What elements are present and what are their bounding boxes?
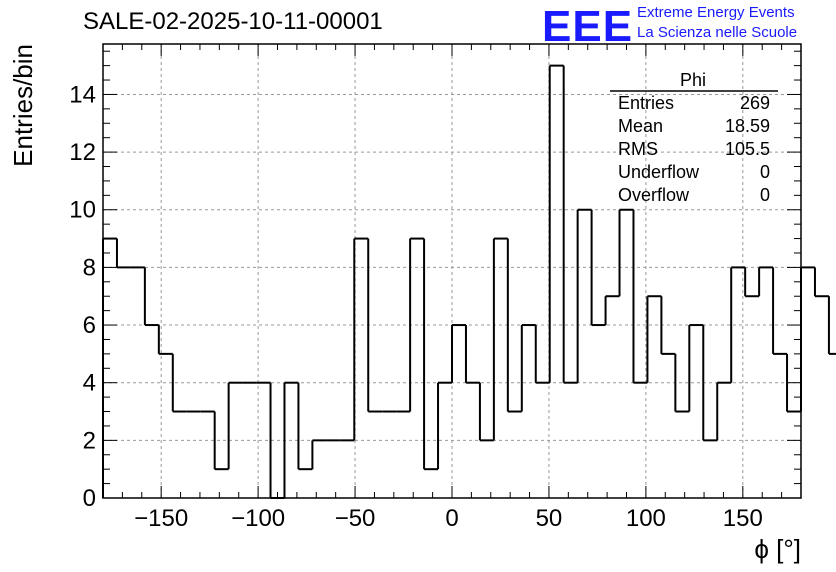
y-tick-label: 12 (69, 139, 96, 166)
stats-value-entries: 269 (739, 93, 770, 113)
x-axis-label: ϕ [°] (754, 534, 801, 564)
x-tick-label: −100 (231, 505, 285, 532)
y-tick-label: 6 (83, 312, 96, 339)
x-tick-label: −150 (134, 505, 188, 532)
stats-label-entries: Entries (618, 93, 675, 113)
y-tick-label: 10 (69, 197, 96, 224)
stats-label-overflow: Overflow (618, 185, 690, 205)
stats-value-rms: 105.5 (724, 139, 770, 159)
y-tick-label: 8 (83, 254, 96, 281)
stats-value-overflow: 0 (759, 185, 770, 205)
x-tick-label: 100 (626, 505, 666, 532)
x-tick-label: −50 (335, 505, 376, 532)
logo-line-1: Extreme Energy Events (637, 4, 795, 21)
y-axis-label: Entries/bin (8, 44, 38, 167)
stats-title: Phi (679, 70, 706, 90)
stats-value-underflow: 0 (759, 162, 770, 182)
stats-label-rms: RMS (618, 139, 658, 159)
x-tick-label: 50 (536, 505, 563, 532)
page-title: SALE-02-2025-10-11-00001 (83, 8, 383, 35)
logo-line-2: La Scienza nelle Scuole (637, 24, 798, 41)
eee-logo: EEE (542, 2, 634, 51)
y-tick-label: 14 (69, 81, 96, 108)
y-tick-label: 4 (83, 370, 96, 397)
y-tick-label: 2 (83, 427, 96, 454)
y-tick-label: 0 (83, 485, 96, 512)
stats-label-mean: Mean (618, 116, 664, 136)
x-tick-label: 0 (445, 505, 458, 532)
x-tick-label: 150 (723, 505, 763, 532)
stats-label-underflow: Underflow (618, 162, 700, 182)
stats-value-mean: 18.59 (724, 116, 770, 136)
